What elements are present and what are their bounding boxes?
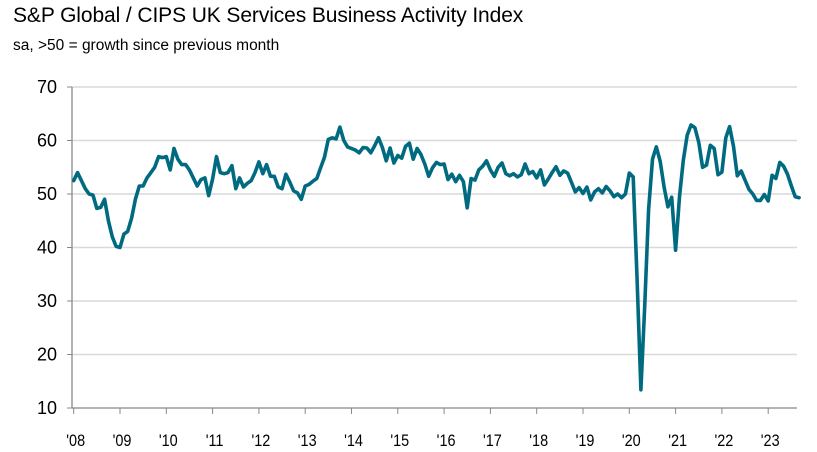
y-tick-label: 50: [37, 184, 57, 204]
x-tick-label: '12: [251, 432, 270, 450]
x-tick-label: '21: [668, 432, 687, 450]
x-tick-label: '15: [390, 432, 409, 450]
x-axis: '08 '09 '10 '11 '12 '13 '14 '15 '16 '17 '18 '19 '20 '…: [66, 407, 797, 450]
y-tick-label: 60: [37, 131, 57, 151]
y-tick-label: 30: [37, 291, 57, 311]
x-tick-label: '11: [206, 432, 224, 450]
series-line: [71, 123, 801, 392]
y-tick-label: 70: [37, 77, 57, 97]
y-axis: 10 20 30 40 50 60 70: [37, 77, 73, 418]
x-tick-label: '14: [344, 432, 363, 450]
y-tick-label: 10: [37, 398, 57, 418]
x-tick-label: '22: [714, 432, 733, 450]
x-tick-label: '16: [437, 432, 456, 450]
chart-title: S&P Global / CIPS UK Services Business A…: [13, 4, 524, 27]
x-tick-label: '13: [298, 432, 317, 450]
x-tick-label: '17: [483, 432, 502, 450]
y-tick-label: 20: [37, 345, 57, 365]
chart-subtitle: sa, >50 = growth since previous month: [13, 37, 280, 54]
x-tick-label: '10: [159, 432, 178, 450]
y-tick-label: 40: [37, 238, 57, 258]
x-tick-label: '23: [761, 432, 780, 450]
x-tick-label: '20: [622, 432, 641, 450]
gridlines: [72, 86, 797, 356]
x-tick-label: '08: [66, 432, 85, 450]
series-group: [71, 123, 801, 392]
x-tick-label: '18: [529, 432, 548, 450]
x-tick-label: '19: [576, 432, 595, 450]
x-tick-label: '09: [113, 432, 132, 450]
